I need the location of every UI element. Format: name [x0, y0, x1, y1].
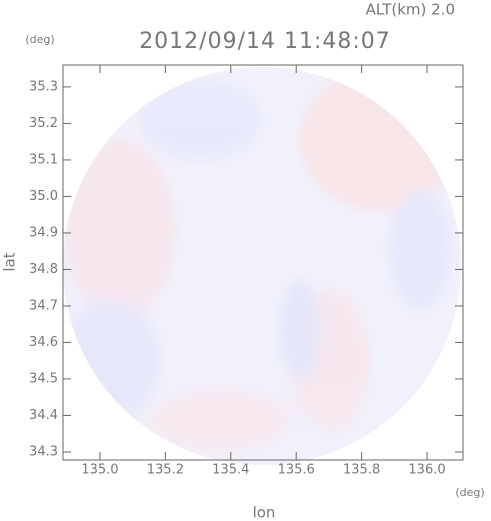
x-tick-label: 135.8	[343, 463, 380, 478]
y-tick-label: 35.0	[29, 189, 58, 204]
y-tick-label: 34.9	[29, 225, 58, 240]
x-tick-label: 135.2	[147, 463, 184, 478]
y-tick-label: 35.1	[29, 152, 58, 167]
radar-disk	[63, 67, 461, 465]
x-tick-label: 135.0	[81, 463, 118, 478]
y-tick-label: 34.4	[29, 408, 58, 423]
plot-frame	[62, 64, 464, 461]
x-tick-label: 135.4	[212, 463, 249, 478]
x-tick-label: 135.6	[278, 463, 315, 478]
y-tick-label: 34.3	[29, 444, 58, 459]
y-tick-label: 34.7	[29, 298, 58, 313]
y-tick-label: 34.5	[29, 371, 58, 386]
y-tick-label: 35.2	[29, 116, 58, 131]
y-tick-label: 34.6	[29, 335, 58, 350]
x-unit: (deg)	[455, 486, 484, 499]
subtitle: ALT(km) 2.0	[366, 1, 455, 19]
y-tick-label: 34.8	[29, 262, 58, 277]
x-axis-label: lon	[253, 504, 276, 521]
y-tick-label: 35.3	[29, 79, 58, 94]
x-tick-label: 136.0	[408, 463, 445, 478]
y-unit: (deg)	[25, 33, 54, 46]
chart-title: 2012/09/14 11:48:07	[139, 29, 391, 54]
y-axis-label: lat	[1, 252, 19, 271]
